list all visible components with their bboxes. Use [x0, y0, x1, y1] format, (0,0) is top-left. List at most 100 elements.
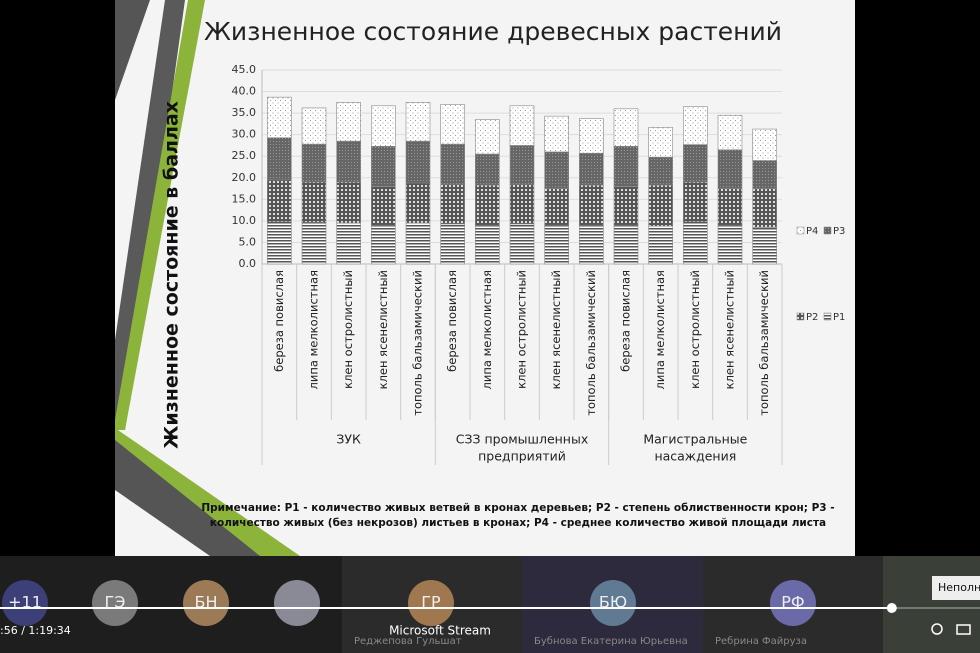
app-name: Microsoft Stream [389, 624, 491, 638]
y-tick-label: 5.0 [239, 235, 257, 248]
bar-segment [475, 224, 500, 265]
bar-segment [752, 128, 777, 161]
group-label: насаждения [654, 449, 736, 464]
bar-segment [509, 223, 535, 265]
bar-segment [440, 183, 465, 225]
bar-segment [579, 152, 604, 186]
bar-segment [648, 225, 673, 265]
y-tick-label: 30.0 [232, 128, 257, 141]
note: Примечание: Р1 - количество живых ветвей… [201, 502, 834, 514]
bar-segment [579, 224, 604, 265]
decor [115, 440, 260, 556]
bar-segment [336, 181, 361, 224]
bar-segment [752, 227, 777, 265]
y-tick-label: 15.0 [232, 192, 257, 205]
y-tick-label: 0.0 [239, 257, 257, 270]
bar-segment [336, 102, 361, 142]
bar-segment [544, 151, 569, 189]
bar-segment [405, 182, 431, 224]
timeline-knob[interactable] [886, 603, 897, 613]
bar-segment [371, 224, 396, 265]
bar-segment [509, 105, 535, 146]
tooltip-text: Неполн [938, 581, 980, 594]
bar-segment [579, 184, 604, 226]
group-label: СЗЗ промышленных [456, 432, 589, 447]
bar-segment [267, 96, 292, 138]
participant-name: Ребрина Файруза [715, 636, 807, 647]
avatar-initials: БН [194, 593, 217, 612]
bar-segment [717, 149, 743, 189]
bar-segment [752, 160, 777, 189]
bar-segment [717, 188, 743, 226]
bar-segment [752, 188, 777, 228]
bar-segment [371, 105, 396, 147]
y-tick-label: 20.0 [232, 171, 257, 184]
bar-segment [405, 140, 431, 184]
bar-segment [405, 222, 431, 265]
bar-segment [613, 224, 639, 265]
bar-segment [301, 181, 327, 223]
x-tick-label: клен остролистный [515, 270, 529, 389]
bar-segment [509, 145, 535, 185]
time: :56 / 1:19:34 [0, 624, 71, 637]
bar-segment [405, 102, 431, 142]
bar-segment [544, 224, 569, 265]
caption-icon[interactable] [956, 624, 971, 635]
bar-segment [544, 188, 569, 226]
legend-label: P4 [806, 226, 818, 237]
avatar-initials: +11 [8, 593, 42, 612]
legend-swatch [823, 226, 832, 235]
x-tick-label: липа мелколистная [307, 270, 321, 389]
x-tick-label: клен ясенелистный [549, 270, 563, 389]
avatar [183, 580, 229, 626]
y-tick-label: 40.0 [232, 85, 257, 98]
avatar [590, 580, 636, 626]
chart-title: Жизненное состояние древесных растений [204, 17, 782, 46]
bar-segment [683, 144, 708, 183]
avatar [2, 580, 48, 626]
group-label: Магистральные [643, 432, 747, 447]
bar-segment [336, 140, 361, 183]
y-tick-label: 45.0 [232, 63, 257, 76]
bar-segment [440, 104, 465, 145]
avatar-initials: ГЭ [105, 593, 126, 612]
bar-segment [336, 222, 361, 265]
legend-label: P1 [833, 312, 845, 323]
tile [883, 556, 980, 653]
tooltip [932, 576, 980, 600]
y-tick-label: 35.0 [232, 106, 257, 119]
group-label: ЗУК [336, 432, 361, 447]
decor [115, 0, 205, 430]
x-tick-label: тополь бальзамический [584, 270, 598, 416]
bar-segment [371, 186, 396, 226]
bar-segment [267, 221, 292, 265]
bar-segment [717, 224, 743, 265]
bar-segment [648, 156, 673, 186]
bar-segment [267, 179, 292, 223]
bar-segment [579, 118, 604, 154]
x-tick-label: клен ясенелистный [376, 270, 390, 389]
x-tick-label: липа мелколистная [653, 270, 667, 389]
avatar [408, 580, 454, 626]
bar-segment [509, 183, 535, 225]
slide [115, 0, 855, 556]
avatar-initials: БЮ [599, 593, 627, 612]
bar-segment [544, 115, 569, 153]
participant-name: Бубнова Екатерина Юрьевна [534, 636, 688, 647]
bar-segment [267, 137, 292, 181]
search-icon[interactable] [931, 623, 943, 635]
x-tick-label: тополь бальзамический [757, 270, 771, 416]
bar-segment [683, 106, 708, 145]
bar-segment [301, 221, 327, 265]
y-tick-label: 10.0 [232, 214, 257, 227]
avatar [770, 580, 816, 626]
bar-segment [648, 127, 673, 158]
bar-segment [301, 107, 327, 145]
bar-segment [613, 146, 639, 187]
bar-segment [371, 146, 396, 187]
x-tick-label: береза повислая [619, 270, 633, 372]
x-tick-label: клен остролистный [341, 270, 355, 389]
x-tick-label: липа мелколистная [480, 270, 494, 389]
